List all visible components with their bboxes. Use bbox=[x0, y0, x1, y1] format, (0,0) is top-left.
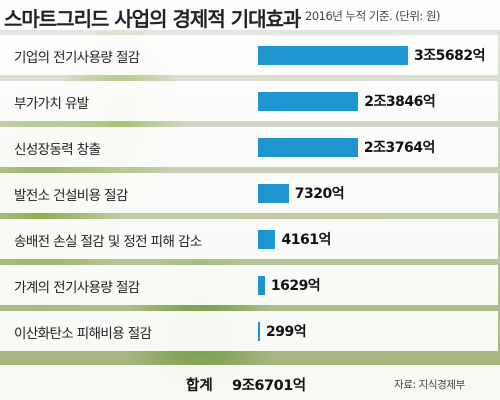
source-note: 자료: 지식경제부 bbox=[394, 379, 465, 391]
bar-row: 부가가치 유발 2조3846억 bbox=[0, 81, 498, 121]
bar bbox=[258, 46, 408, 65]
category-label: 발전소 건설비용 절감 bbox=[14, 188, 128, 204]
category-label: 기업의 전기사용량 절감 bbox=[14, 50, 140, 66]
value-label: 7320억 bbox=[294, 186, 345, 202]
total-value: 9조6701억 bbox=[232, 378, 306, 394]
bar bbox=[258, 230, 276, 249]
bar bbox=[258, 92, 359, 111]
title-bar: 스마트그리드 사업의 경제적 기대효과 2016년 누적 기준. (단위: 원) bbox=[0, 0, 500, 31]
bar-row: 신성장동력 창출 2조3764억 bbox=[0, 127, 498, 167]
category-label: 신성장동력 창출 bbox=[14, 142, 101, 158]
value-label: 2조3764억 bbox=[363, 140, 435, 156]
chart-subtitle: 2016년 누적 기준. (단위: 원) bbox=[305, 9, 441, 23]
bar-row: 가계의 전기사용량 절감 1629억 bbox=[0, 265, 498, 305]
category-label: 부가가치 유발 bbox=[14, 96, 89, 112]
bar bbox=[258, 276, 265, 295]
value-label: 3조5682억 bbox=[414, 48, 485, 64]
bar-row: 기업의 전기사용량 절감 3조5682억 bbox=[0, 35, 498, 75]
value-label: 1629억 bbox=[270, 278, 321, 294]
bar-row: 이산화탄소 피해비용 절감 299억 bbox=[0, 311, 498, 351]
value-label: 4161억 bbox=[281, 232, 331, 248]
value-label: 299억 bbox=[266, 324, 307, 340]
bar-row: 송배전 손실 절감 및 정전 피해 감소 4161억 bbox=[0, 219, 498, 259]
value-label: 2조3846억 bbox=[364, 94, 436, 110]
bar bbox=[258, 138, 358, 157]
chart-title: 스마트그리드 사업의 경제적 기대효과 bbox=[4, 7, 301, 31]
total-label: 합계 bbox=[186, 378, 213, 394]
bar bbox=[258, 184, 289, 203]
bar bbox=[258, 322, 260, 341]
footer: 합계 9조6701억 자료: 지식경제부 bbox=[0, 365, 500, 400]
category-label: 이산화탄소 피해비용 절감 bbox=[14, 326, 152, 342]
category-label: 가계의 전기사용량 절감 bbox=[14, 280, 140, 296]
bar-row: 발전소 건설비용 절감 7320억 bbox=[0, 173, 498, 213]
category-label: 송배전 손실 절감 및 정전 피해 감소 bbox=[14, 234, 202, 250]
